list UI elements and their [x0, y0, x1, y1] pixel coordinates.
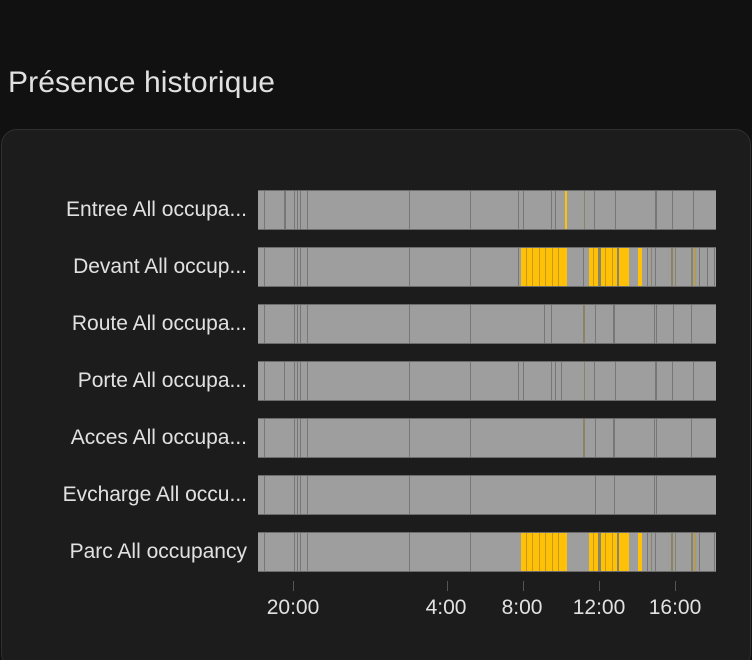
row-label-devant: Devant All occup... [73, 255, 247, 278]
axis-tick-label: 8:00 [501, 596, 543, 619]
timeline-bar-entree[interactable] [258, 190, 716, 230]
axis-tick [599, 581, 600, 591]
row-label-acces: Acces All occupa... [70, 426, 247, 449]
axis-tick-label: 20:00 [266, 596, 320, 619]
timeline-bar-acces[interactable] [258, 418, 716, 458]
page-title: Présence historique [8, 66, 276, 99]
timeline-bar-evcharge[interactable] [258, 475, 716, 515]
row-label-parc: Parc All occupancy [69, 540, 247, 563]
row-label-porte: Porte All occupa... [77, 369, 247, 392]
axis-tick-label: 4:00 [425, 596, 467, 619]
axis-tick [293, 581, 294, 591]
axis-tick [523, 581, 524, 591]
timeline-bar-porte[interactable] [258, 361, 716, 401]
row-label-entree: Entree All occupa... [66, 198, 247, 221]
axis-tick [675, 581, 676, 591]
timeline-bar-devant[interactable] [258, 247, 716, 287]
timeline-bar-route[interactable] [258, 304, 716, 344]
row-label-evcharge: Evcharge All occu... [62, 483, 247, 506]
timeline-bar-parc[interactable] [258, 532, 716, 572]
axis-tick [447, 581, 448, 591]
row-label-route: Route All occupa... [71, 312, 247, 335]
axis-tick-label: 12:00 [572, 596, 626, 619]
axis-tick-label: 16:00 [648, 596, 702, 619]
